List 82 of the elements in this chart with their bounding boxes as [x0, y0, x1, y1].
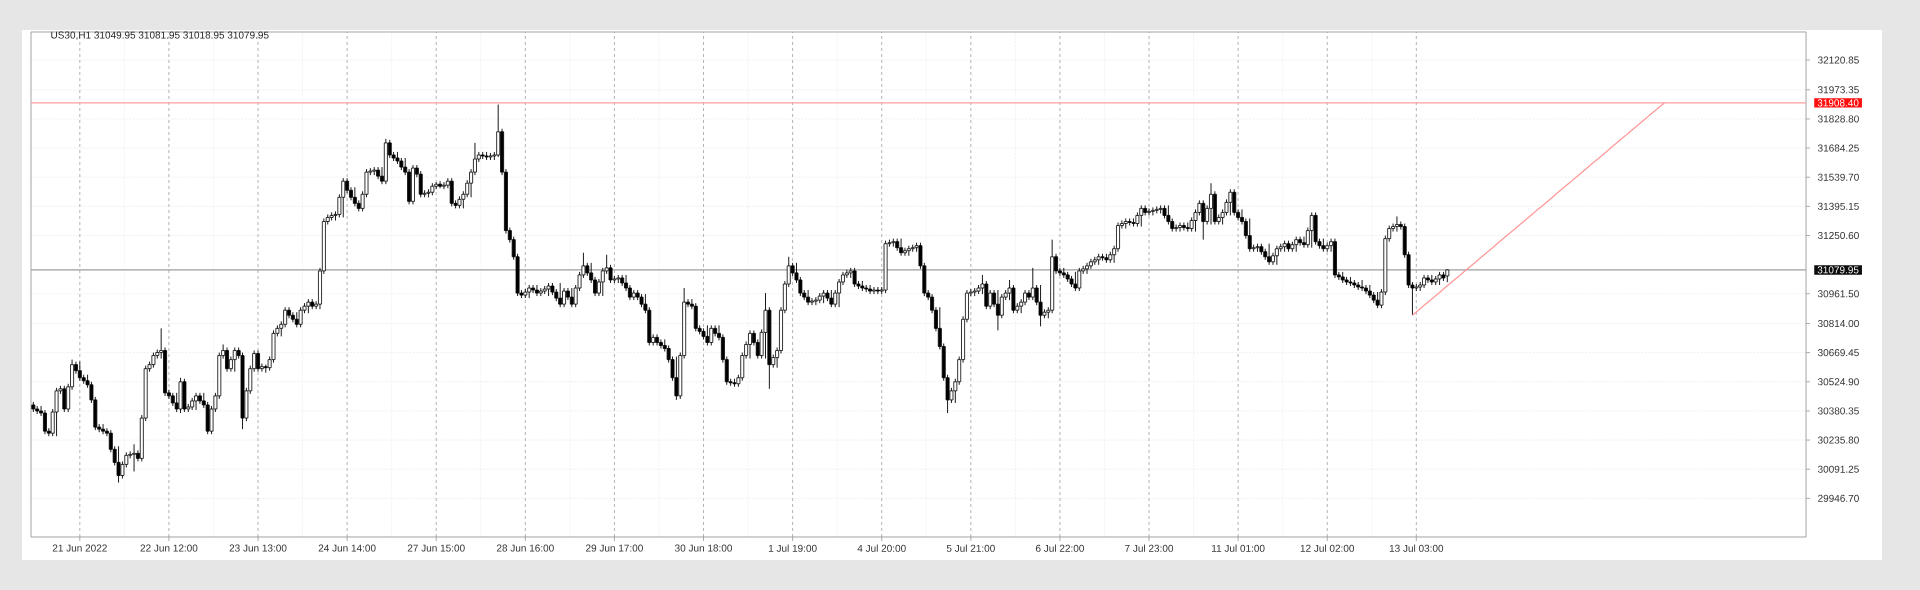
x-tick-label: 5 Jul 21:00 — [946, 544, 995, 552]
candlestick — [810, 297, 814, 306]
y-tick-label: 31395.15 — [1817, 202, 1859, 210]
candlestick — [1298, 236, 1303, 247]
x-tick-label: 23 Jun 13:00 — [229, 544, 287, 552]
candlestick — [1364, 284, 1368, 295]
candlestick — [1209, 182, 1213, 225]
candlestick — [1360, 279, 1365, 292]
x-tick-label: 13 Jul 03:00 — [1389, 544, 1444, 552]
candlestick — [1425, 274, 1430, 284]
candlestick — [225, 347, 229, 373]
y-tick-label: 30524.90 — [1817, 378, 1859, 386]
y-tick-label: 30814.00 — [1817, 319, 1859, 328]
candlestick — [438, 180, 443, 189]
candlestick — [903, 247, 907, 257]
x-tick-label: 27 Jun 15:00 — [407, 544, 465, 552]
candlestick — [1395, 216, 1399, 233]
y-tick-label: 31973.35 — [1817, 86, 1859, 94]
x-tick-label: 6 Jul 22:00 — [1035, 544, 1084, 552]
candlestick — [43, 409, 47, 435]
candlestick — [1150, 206, 1155, 216]
candlestick — [1267, 243, 1272, 266]
y-tick-label: 30380.35 — [1817, 407, 1859, 415]
y-tick-label: 30235.80 — [1817, 436, 1859, 444]
candlestick — [531, 284, 536, 294]
x-tick-label: 11 Jul 01:00 — [1212, 544, 1265, 552]
candlestick — [872, 286, 876, 295]
candlestick — [558, 282, 563, 308]
candlestick — [1174, 224, 1179, 233]
candlestick — [1232, 188, 1237, 216]
candlestick — [1201, 199, 1206, 241]
y-tick-label: 32120.85 — [1817, 56, 1859, 64]
candlestick — [194, 392, 198, 411]
candlestick — [1274, 245, 1279, 266]
chart-title: US30,H1 31049.95 31081.95 31018.95 31079.95 — [51, 31, 269, 40]
candlestick — [256, 350, 260, 373]
x-tick-label: 21 Jun 2022 — [52, 544, 107, 552]
candlestick — [806, 289, 811, 306]
candlestick — [77, 361, 82, 382]
candlestick — [868, 284, 873, 295]
candlestick — [418, 170, 423, 198]
candlestick — [693, 302, 698, 332]
candlestick — [658, 338, 663, 349]
x-tick-label: 29 Jun 17:00 — [586, 544, 643, 552]
candlestick — [748, 329, 752, 360]
y-tick-label: 29946.70 — [1818, 494, 1859, 502]
candlestick — [1139, 204, 1144, 227]
candlestick — [655, 333, 659, 346]
candlestick — [1147, 207, 1151, 216]
ref-line-label: 31079.95 — [1817, 266, 1859, 274]
candlestick — [674, 356, 679, 401]
candlestick — [132, 443, 136, 472]
y-tick-label: 30669.45 — [1817, 349, 1859, 357]
x-tick-label: 24 Jun 14:00 — [318, 544, 376, 552]
y-tick-label: 31539.70 — [1817, 173, 1859, 181]
y-tick-label: 30961.50 — [1817, 290, 1859, 298]
candlestick — [534, 284, 539, 297]
candlestick — [1247, 218, 1252, 253]
candlestick — [1131, 218, 1136, 227]
x-tick-label: 30 Jun 18:00 — [674, 544, 733, 552]
candlestick — [101, 423, 106, 435]
candlestick — [813, 296, 818, 306]
y-tick-label: 31684.25 — [1817, 144, 1859, 152]
candlestick — [1143, 204, 1148, 216]
ref-line-label: 31908.40 — [1817, 99, 1859, 107]
x-tick-label: 4 Jul 20:00 — [857, 544, 906, 552]
x-tick-label: 28 Jun 16:00 — [496, 544, 554, 552]
y-tick-label: 31828.80 — [1817, 115, 1859, 123]
candlestick — [1181, 222, 1186, 232]
x-tick-label: 12 Jul 02:00 — [1300, 544, 1355, 552]
candlestick — [899, 238, 904, 257]
x-tick-label: 1 Jul 19:00 — [768, 544, 817, 552]
candlestick — [442, 181, 446, 190]
x-tick-label: 7 Jul 23:00 — [1125, 544, 1174, 552]
candlestick — [709, 324, 714, 346]
candlestick — [1127, 218, 1132, 226]
y-tick-label: 31250.60 — [1817, 231, 1859, 240]
candlestick — [290, 311, 295, 323]
candlestick — [1178, 222, 1182, 233]
x-tick-label: 22 Jun 12:00 — [140, 544, 198, 552]
candlestick — [1085, 262, 1089, 275]
y-tick-label: 30091.25 — [1817, 465, 1859, 473]
